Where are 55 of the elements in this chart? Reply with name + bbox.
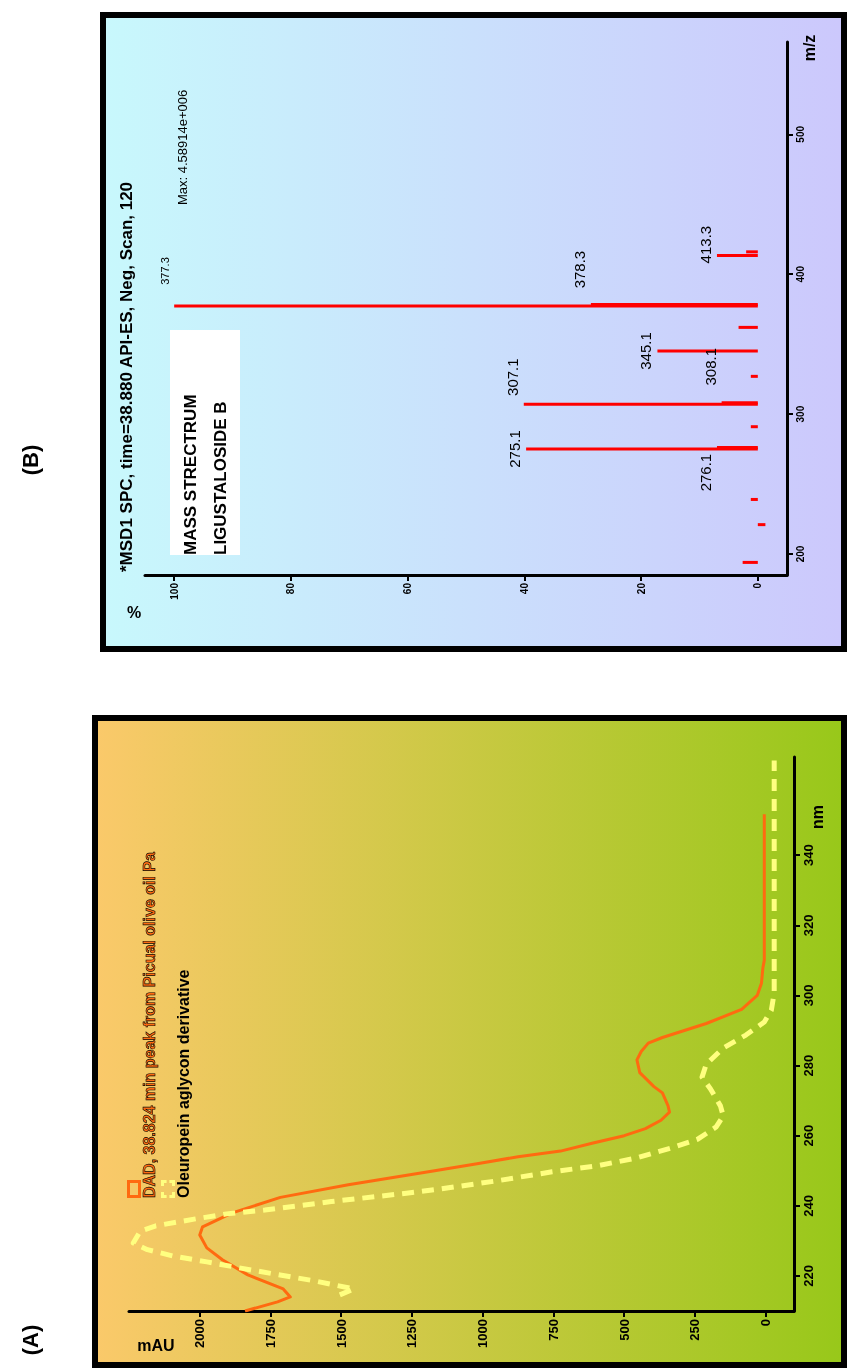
text: DAD, 38.824 min peak from Picual olive oil Pa	[141, 852, 159, 1198]
annotation: 345.1	[637, 332, 655, 370]
x-tick-label: 0	[758, 1319, 774, 1327]
y-axis-title: m/z	[800, 34, 818, 62]
y-tick-label: 200	[794, 545, 806, 563]
y-tick-label: 320	[801, 914, 816, 937]
y-tick-label: 300	[801, 984, 816, 1007]
annotation: 413.3	[696, 225, 714, 264]
annotation: 378.3	[570, 250, 588, 289]
annotation: 308.1	[701, 348, 719, 386]
bar	[523, 402, 758, 406]
bar	[757, 523, 766, 527]
x-tick-label: 750	[545, 1319, 561, 1341]
y-tick-label: 300	[794, 405, 806, 423]
text: (B)	[17, 444, 43, 476]
x-tick-label: 1500	[333, 1319, 349, 1348]
bar	[750, 374, 758, 378]
y-tick-label: 240	[801, 1194, 816, 1217]
x-tick-label: 2000	[192, 1319, 208, 1348]
x-tick-label: 20	[635, 582, 647, 595]
annotation: Max: 4.58914e+006	[174, 89, 190, 205]
x-tick-label: 40	[518, 582, 530, 595]
y-tick-label: 220	[801, 1265, 816, 1287]
x-tick-label: 250	[687, 1319, 703, 1341]
annotation: MASS STRECTRUM	[180, 394, 200, 555]
x-tick-label: 1000	[475, 1319, 491, 1348]
bar	[750, 497, 758, 501]
annotation: 377.3	[158, 257, 171, 285]
annotation: 275.1	[506, 430, 524, 468]
x-tick-label: 500	[616, 1319, 632, 1341]
x-tick-label: 1250	[404, 1319, 420, 1348]
annotation: LIGUSTALOSIDE B	[210, 401, 230, 555]
x-tick-label: 0	[752, 582, 764, 589]
y-tick-label: 280	[801, 1054, 816, 1077]
bar	[742, 560, 758, 564]
x-tick-label: 100	[168, 582, 180, 600]
text: *MSD1 SPC, time=38.880 API-ES, Neg, Scan, 120	[116, 181, 136, 572]
x-tick-label: 1750	[262, 1319, 278, 1348]
annotation: 276.1	[696, 453, 714, 492]
text: (A)	[17, 1324, 43, 1356]
line-series	[198, 812, 766, 1313]
y-axis-title: nm	[808, 805, 826, 829]
bar	[738, 325, 758, 329]
y-tick-label: 260	[801, 1124, 816, 1147]
x-tick-label: 60	[402, 582, 414, 595]
y-tick-label: 340	[801, 844, 816, 867]
text: Oleuropein aglycon derivative	[175, 969, 193, 1198]
y-tick-label: 400	[794, 265, 806, 283]
x-axis-title: %	[126, 603, 142, 621]
bar	[716, 254, 758, 258]
x-axis-title: mAU	[137, 1336, 175, 1354]
y-tick-label: 500	[794, 125, 806, 143]
bar	[750, 425, 758, 429]
annotation: 307.1	[503, 358, 521, 396]
x-tick-label: 80	[285, 582, 297, 595]
